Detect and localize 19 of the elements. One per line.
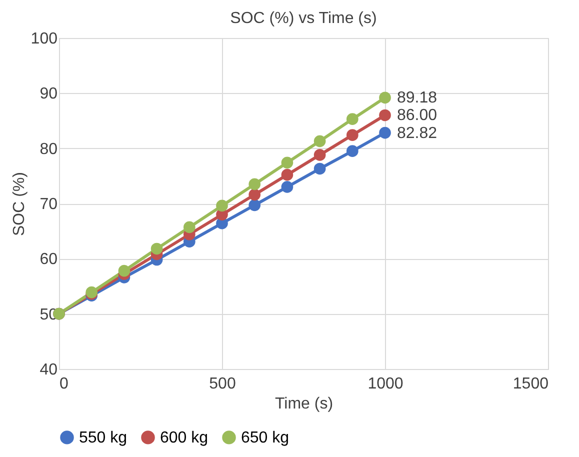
y-tick-label: 60 — [40, 251, 58, 268]
y-axis-title: SOC (%) — [10, 172, 28, 236]
x-tick-label: 1500 — [512, 376, 549, 392]
legend-label: 650 kg — [241, 429, 290, 446]
data-label: 86.00 — [397, 107, 438, 124]
x-tick-label: 0 — [60, 376, 68, 392]
y-tick-label: 90 — [40, 86, 58, 103]
y-tick-label: 100 — [30, 30, 58, 48]
chart-title: SOC (%) vs Time (s) — [230, 10, 377, 27]
data-label: 82.82 — [397, 124, 438, 142]
y-tick-label: 70 — [40, 196, 58, 213]
x-tick-label: 1000 — [368, 376, 404, 392]
legend-label: 600 kg — [160, 429, 208, 446]
y-tick-label: 40 — [40, 362, 58, 378]
legend-label: 550 kg — [79, 429, 128, 446]
y-tick-label: 80 — [40, 140, 58, 158]
x-axis-title: Time (s) — [274, 396, 334, 412]
data-label: 89.18 — [397, 90, 438, 107]
x-tick-label: 500 — [209, 376, 236, 392]
